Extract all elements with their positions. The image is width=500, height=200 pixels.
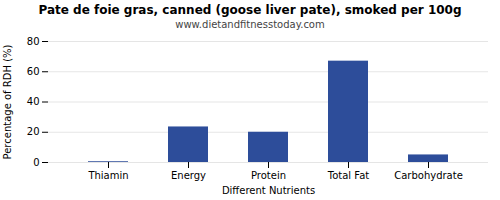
svg-text:0: 0 (33, 157, 39, 168)
svg-text:Protein: Protein (251, 170, 286, 181)
svg-text:80: 80 (27, 36, 40, 47)
svg-text:Percentage of RDH (%): Percentage of RDH (%) (2, 44, 13, 159)
svg-text:Carbohydrate: Carbohydrate (394, 170, 463, 181)
svg-text:20: 20 (27, 126, 40, 137)
svg-text:Total Fat: Total Fat (327, 170, 369, 181)
svg-text:Energy: Energy (171, 170, 206, 181)
svg-text:40: 40 (27, 96, 40, 107)
svg-text:Thiamin: Thiamin (87, 170, 128, 181)
html-text:Pate de foie gras, canned (goo: Pate de foie gras, canned (goose liver p… (38, 3, 462, 17)
svg-text:Different Nutrients: Different Nutrients (222, 185, 315, 196)
html-text:www.dietandfitnesstoday.com: www.dietandfitnesstoday.com (175, 19, 325, 30)
svg-text:60: 60 (27, 66, 40, 77)
